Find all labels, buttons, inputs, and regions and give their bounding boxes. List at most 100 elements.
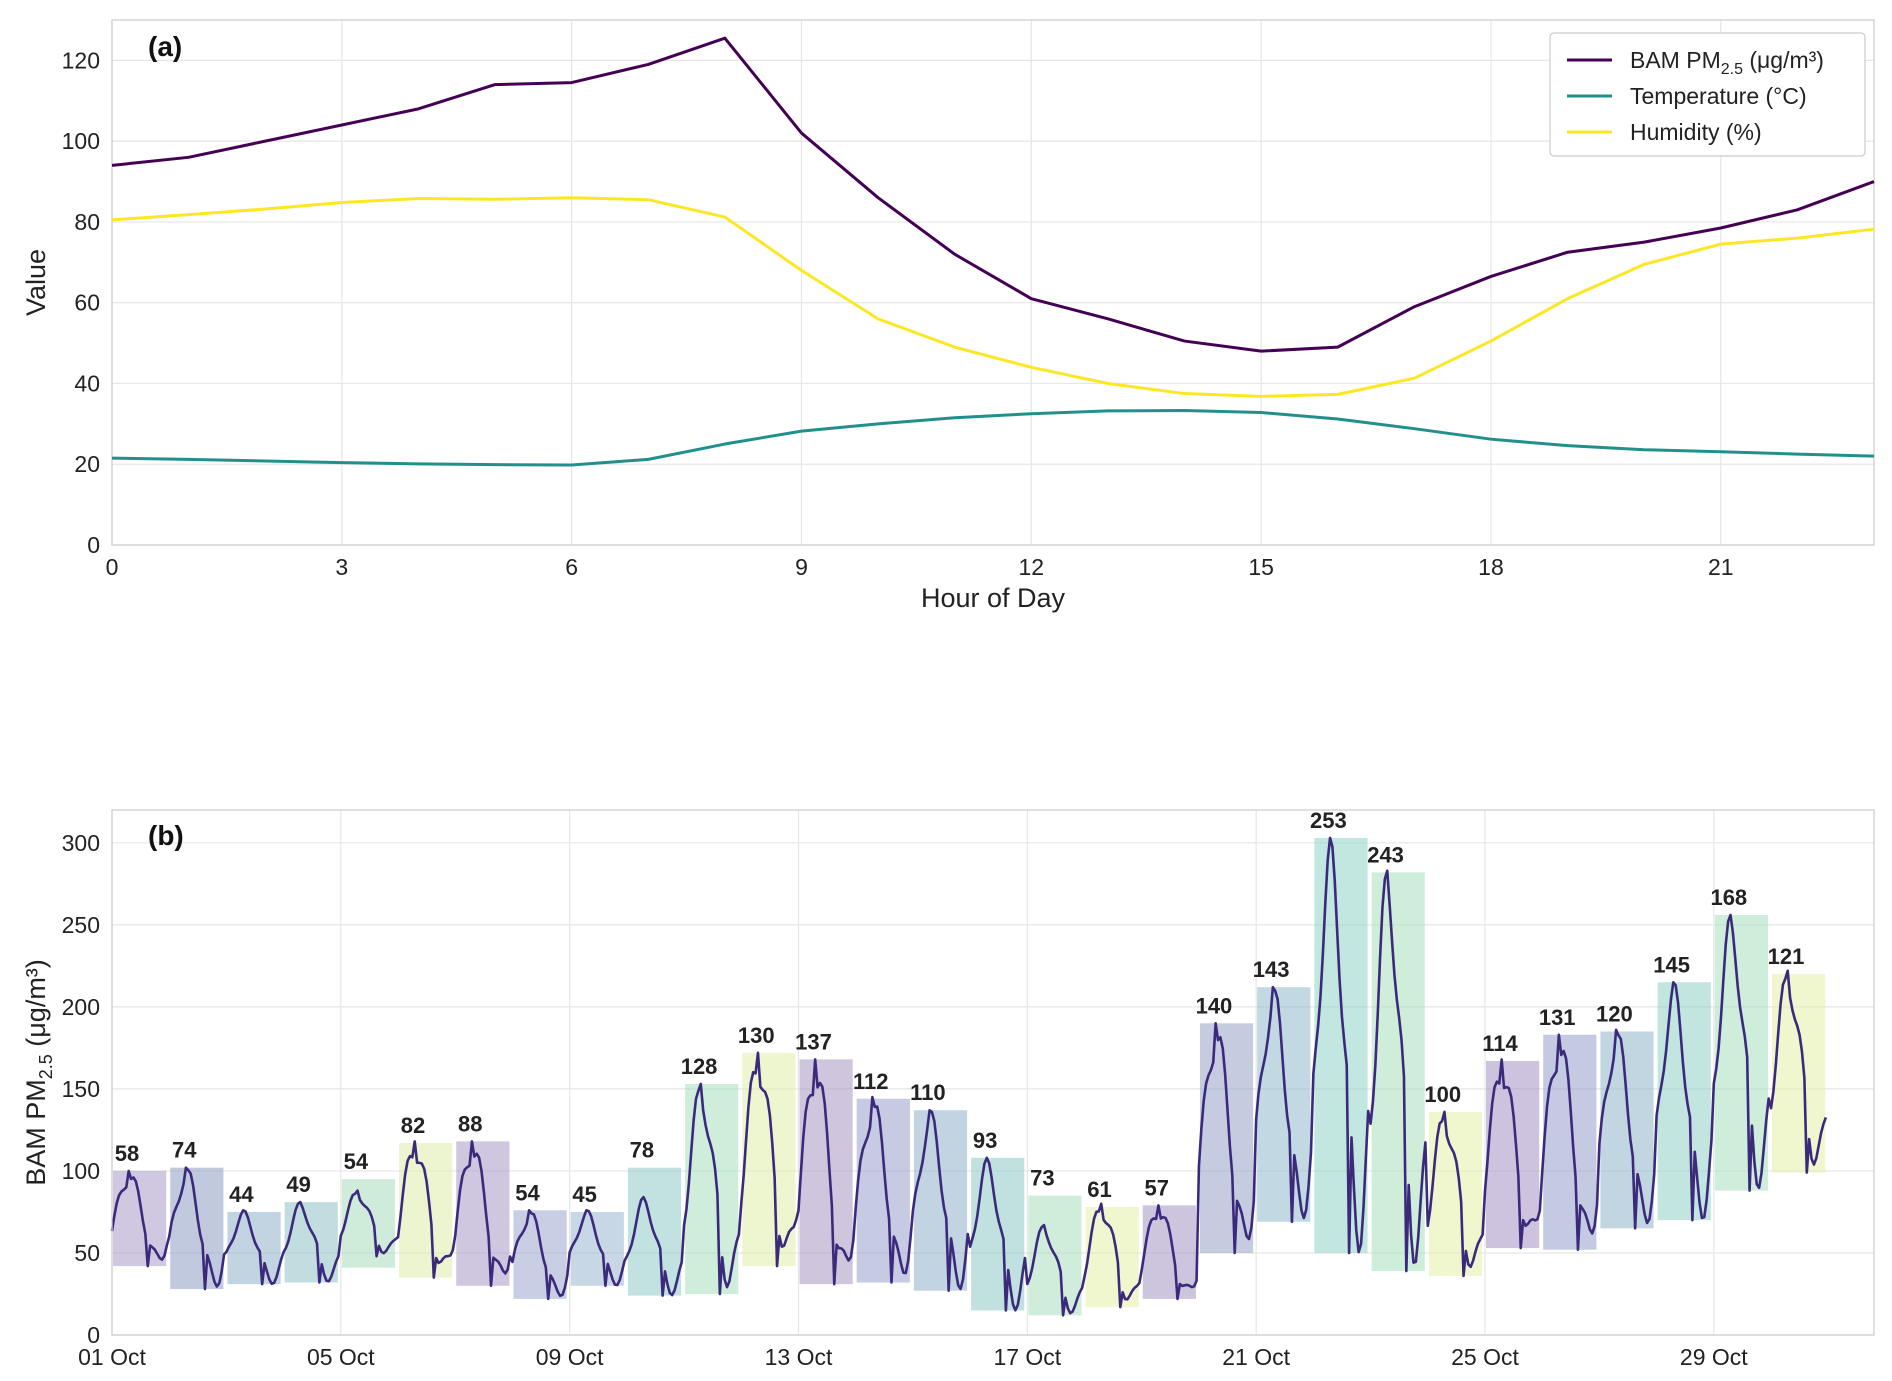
- x-axis-label: Hour of Day: [921, 583, 1066, 613]
- legend-name: Temperature (°C): [1630, 83, 1807, 109]
- y-axis-label-unit: (μg/m³): [21, 959, 51, 1054]
- daily-bar-label: 131: [1539, 1005, 1576, 1030]
- legend-subscript: 2.5: [1721, 61, 1743, 78]
- daily-bar-label: 54: [344, 1149, 369, 1174]
- daily-bar-label: 128: [681, 1054, 718, 1079]
- series-line-0: [111, 36, 1875, 353]
- y-tick-label: 100: [62, 1158, 100, 1184]
- daily-bar-label: 57: [1144, 1175, 1168, 1200]
- y-tick-label: 300: [62, 830, 100, 856]
- legend-label-0: BAM PM2.5 (μg/m³): [1630, 47, 1824, 78]
- y-tick-label: 0: [87, 1322, 100, 1348]
- x-tick-label: 15: [1248, 554, 1274, 580]
- daily-bar-label: 130: [738, 1023, 775, 1048]
- x-tick-label: 3: [335, 554, 348, 580]
- daily-bar-label: 168: [1710, 885, 1747, 910]
- legend-frame: [1549, 32, 1866, 157]
- panel-label-a: (a): [148, 31, 182, 62]
- daily-bar-label: 58: [115, 1141, 139, 1166]
- daily-range-bar: [1199, 1023, 1254, 1253]
- daily-range-bar: [1714, 915, 1769, 1191]
- x-tick-label: 05 Oct: [307, 1344, 375, 1370]
- daily-range-bar: [1657, 982, 1711, 1221]
- series-line-2: [111, 196, 1875, 398]
- y-tick-label: 250: [62, 912, 100, 938]
- y-axis-label-name: BAM PM: [21, 1079, 51, 1186]
- y-tick-label: 200: [62, 994, 100, 1020]
- x-tick-label: 17 Oct: [993, 1344, 1061, 1370]
- daily-range-bar: [284, 1202, 338, 1283]
- x-tick-label: 25 Oct: [1451, 1344, 1519, 1370]
- daily-bar-label: 253: [1310, 808, 1347, 833]
- legend: BAM PM2.5 (μg/m³) Temperature (°C) Humidit…: [1549, 32, 1866, 157]
- daily-range-bar: [1371, 872, 1425, 1272]
- daily-bar-label: 100: [1424, 1082, 1461, 1107]
- y-tick-label: 50: [74, 1240, 100, 1266]
- legend-name: Humidity (%): [1630, 119, 1762, 145]
- y-tick-label: 40: [74, 370, 100, 396]
- daily-bar-label: 145: [1653, 952, 1690, 977]
- plot-frame-b: [111, 809, 1875, 1336]
- x-tick-label: 0: [106, 554, 119, 580]
- y-tick-label: 60: [74, 290, 100, 316]
- daily-range-bar: [227, 1211, 281, 1285]
- legend-name: BAM PM: [1630, 47, 1721, 73]
- y-axis-label: BAM PM2.5 (μg/m³): [21, 959, 56, 1186]
- legend-label-1: Temperature (°C): [1630, 83, 1807, 109]
- daily-bar-label: 61: [1087, 1177, 1111, 1202]
- daily-range-bar: [913, 1110, 968, 1291]
- x-tick-label: 01 Oct: [78, 1344, 146, 1370]
- daily-bar-label: 88: [458, 1111, 482, 1136]
- daily-bar-label: 143: [1253, 957, 1290, 982]
- daily-range-bar: [1314, 837, 1368, 1253]
- x-tick-label: 21: [1708, 554, 1734, 580]
- daily-range-bar: [456, 1141, 510, 1286]
- daily-bar-label: 110: [910, 1080, 946, 1105]
- y-axis-label: Value: [21, 249, 51, 316]
- daily-range-bar: [856, 1098, 910, 1283]
- legend-unit: (μg/m³): [1743, 47, 1824, 73]
- y-tick-label: 0: [87, 532, 100, 558]
- legend-label-2: Humidity (%): [1630, 119, 1762, 145]
- daily-range-bar: [1543, 1034, 1597, 1250]
- x-tick-label: 09 Oct: [536, 1344, 604, 1370]
- daily-bar-label: 121: [1768, 944, 1805, 969]
- daily-range-bar: [971, 1157, 1025, 1311]
- daily-bar-label: 54: [515, 1180, 540, 1205]
- daily-bar-label: 44: [229, 1182, 254, 1207]
- daily-range-bar: [113, 1170, 167, 1267]
- y-axis-label-subscript: 2.5: [36, 1054, 56, 1079]
- daily-bar-label: 243: [1367, 842, 1404, 867]
- daily-bar-label: 45: [572, 1182, 596, 1207]
- daily-bar-label: 82: [401, 1113, 425, 1138]
- plot-frame-a: [111, 19, 1875, 546]
- y-tick-label: 80: [74, 209, 100, 235]
- x-tick-label: 13 Oct: [765, 1344, 833, 1370]
- x-tick-label: 21 Oct: [1222, 1344, 1290, 1370]
- daily-range-bar: [170, 1167, 224, 1290]
- x-tick-label: 18: [1478, 554, 1504, 580]
- panel-a: 0 20 40 60 80 100 120 0 3 6 9 12 15 18 21 Hour of Day Va…: [21, 19, 1875, 613]
- daily-range-bar: [513, 1210, 567, 1299]
- daily-bar-label: 120: [1596, 1001, 1633, 1026]
- daily-bar-label: 49: [286, 1172, 310, 1197]
- daily-range-bar: [570, 1211, 624, 1286]
- series-line-1: [111, 409, 1875, 467]
- y-tick-label: 150: [62, 1076, 100, 1102]
- daily-range-bar: [1600, 1031, 1654, 1229]
- y-tick-label: 100: [62, 128, 100, 154]
- daily-bar-label: 74: [172, 1138, 197, 1163]
- y-tick-label: 20: [74, 451, 100, 477]
- x-tick-label: 6: [565, 554, 578, 580]
- daily-bar-label: 114: [1482, 1031, 1518, 1056]
- daily-range-bar: [341, 1179, 396, 1268]
- panel-label-b: (b): [148, 820, 184, 851]
- panel-b: 0 50 100 150 200 250 300 01 Oct 05 Oct 09 Oct 13 O…: [21, 808, 1875, 1370]
- x-tick-label: 29 Oct: [1680, 1344, 1748, 1370]
- daily-bar-label: 73: [1030, 1166, 1054, 1191]
- hourly-pm25-line: [110, 836, 1828, 1317]
- y-tick-label: 120: [62, 47, 100, 73]
- daily-range-bar: [1257, 987, 1311, 1222]
- daily-bar-label: 78: [630, 1138, 654, 1163]
